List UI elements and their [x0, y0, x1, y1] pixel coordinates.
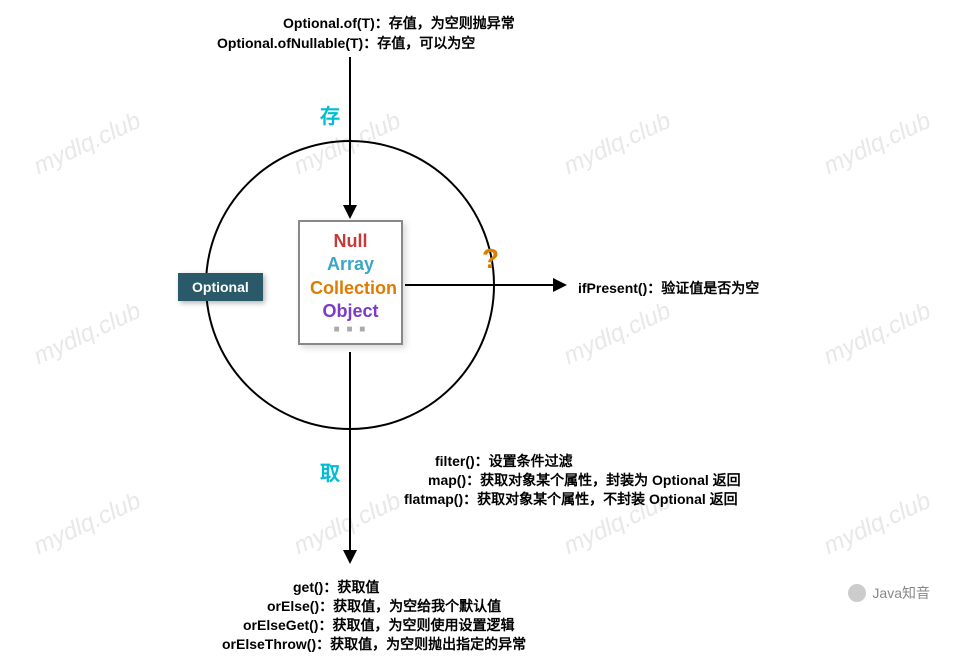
type-box: Null Array Collection Object ■ ■ ■ — [298, 220, 403, 345]
box-item-null: Null — [310, 230, 391, 253]
question-mark: ? — [482, 243, 499, 275]
mid-text-map: map()：获取对象某个属性，封装为 Optional 返回 — [428, 470, 741, 490]
box-ellipsis: ■ ■ ■ — [310, 324, 391, 335]
label-fetch: 取 — [320, 457, 340, 486]
box-item-array: Array — [310, 253, 391, 276]
box-item-object: Object — [310, 300, 391, 323]
source-credit: Java知音 — [848, 583, 930, 603]
bottom-text-get: get()：获取值 — [293, 577, 379, 597]
arrow-right-head — [553, 278, 567, 292]
source-text: Java知音 — [872, 583, 930, 603]
bottom-text-orelsethrow: orElseThrow()：获取值，为空则抛出指定的异常 — [222, 634, 526, 654]
top-text-ofnullable: Optional.ofNullable(T)：存值，可以为空 — [217, 33, 475, 53]
watermark-text: mydlq.club — [559, 297, 675, 371]
mid-text-flatmap: flatmap()：获取对象某个属性，不封装 Optional 返回 — [404, 489, 738, 509]
optional-badge: Optional — [178, 273, 263, 301]
top-text-of: Optional.of(T)：存值，为空则抛异常 — [283, 13, 515, 33]
watermark-text: mydlq.club — [819, 107, 935, 181]
watermark-text: mydlq.club — [29, 487, 145, 561]
watermark-text: mydlq.club — [819, 297, 935, 371]
arrow-bottom-head — [343, 550, 357, 564]
label-store: 存 — [320, 100, 340, 129]
box-item-collection: Collection — [310, 277, 391, 300]
watermark-text: mydlq.club — [559, 107, 675, 181]
arrow-bottom-line — [349, 352, 351, 552]
watermark-text: mydlq.club — [819, 487, 935, 561]
mid-text-filter: filter()：设置条件过滤 — [435, 451, 573, 471]
bottom-text-orelseget: orElseGet()：获取值，为空则使用设置逻辑 — [243, 615, 514, 635]
wechat-icon — [848, 584, 866, 602]
bottom-text-orelse: orElse()：获取值，为空给我个默认值 — [267, 596, 501, 616]
watermark-text: mydlq.club — [29, 107, 145, 181]
watermark-text: mydlq.club — [29, 297, 145, 371]
right-text-ifpresent: ifPresent()：验证值是否为空 — [578, 278, 759, 298]
arrow-right-line — [405, 284, 555, 286]
